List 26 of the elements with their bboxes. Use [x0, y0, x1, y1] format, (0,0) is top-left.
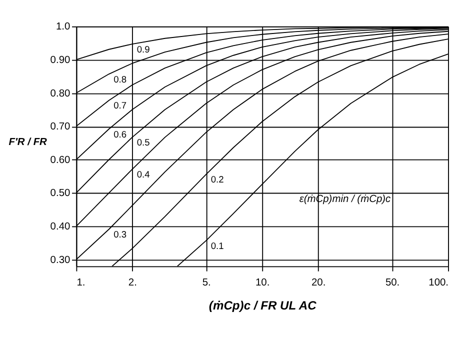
- x-tick-label: 2.: [128, 277, 137, 288]
- x-tick-label: 20.: [311, 277, 326, 288]
- series-label: 0.3: [114, 230, 127, 240]
- series-label: 0.5: [136, 138, 150, 148]
- y-tick-label: 1.0: [56, 22, 70, 33]
- series-label: 0.6: [114, 129, 127, 140]
- series-label: 0.2: [210, 174, 224, 185]
- y-axis-title: F′R / FR: [8, 136, 48, 148]
- series-label: 0.9: [136, 44, 150, 54]
- y-tick-label: 0.30: [50, 254, 70, 266]
- x-tick-label: 50.: [385, 277, 400, 288]
- series-label: 0.1: [210, 240, 224, 251]
- series-label: 0.7: [114, 100, 127, 111]
- y-tick-label: 0.50: [50, 188, 70, 200]
- x-tick-label: 10.: [255, 277, 270, 288]
- y-tick-label: 0.90: [50, 54, 70, 66]
- y-tick-label: 0.80: [50, 88, 70, 100]
- y-tick-label: 0.70: [50, 122, 70, 133]
- x-tick-label: 100.: [428, 277, 449, 288]
- x-tick-label: 5.: [202, 277, 211, 288]
- x-tick-label: 1.: [76, 277, 86, 288]
- y-tick-label: 0.60: [50, 154, 70, 166]
- x-axis-title: (ṁCp)c / FR UL AC: [208, 298, 317, 312]
- series-label: 0.4: [136, 170, 150, 180]
- y-tick-label: 0.40: [50, 222, 70, 232]
- series-label: 0.8: [114, 74, 127, 84]
